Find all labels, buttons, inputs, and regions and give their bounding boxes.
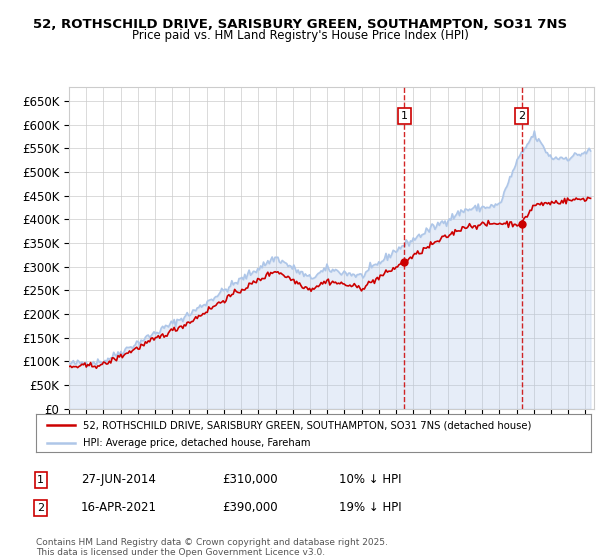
Text: Price paid vs. HM Land Registry's House Price Index (HPI): Price paid vs. HM Land Registry's House … — [131, 29, 469, 42]
Text: 52, ROTHSCHILD DRIVE, SARISBURY GREEN, SOUTHAMPTON, SO31 7NS: 52, ROTHSCHILD DRIVE, SARISBURY GREEN, S… — [33, 18, 567, 31]
Text: HPI: Average price, detached house, Fareham: HPI: Average price, detached house, Fare… — [83, 438, 311, 448]
Text: 19% ↓ HPI: 19% ↓ HPI — [339, 501, 401, 515]
Text: 1: 1 — [401, 111, 408, 121]
Text: £310,000: £310,000 — [222, 473, 278, 487]
Text: 52, ROTHSCHILD DRIVE, SARISBURY GREEN, SOUTHAMPTON, SO31 7NS (detached house): 52, ROTHSCHILD DRIVE, SARISBURY GREEN, S… — [83, 420, 532, 430]
Text: 1: 1 — [37, 475, 44, 485]
Text: 10% ↓ HPI: 10% ↓ HPI — [339, 473, 401, 487]
Text: 2: 2 — [37, 503, 44, 513]
Text: Contains HM Land Registry data © Crown copyright and database right 2025.
This d: Contains HM Land Registry data © Crown c… — [36, 538, 388, 557]
Text: £390,000: £390,000 — [222, 501, 278, 515]
Text: 2: 2 — [518, 111, 525, 121]
Text: 16-APR-2021: 16-APR-2021 — [81, 501, 157, 515]
Text: 27-JUN-2014: 27-JUN-2014 — [81, 473, 156, 487]
